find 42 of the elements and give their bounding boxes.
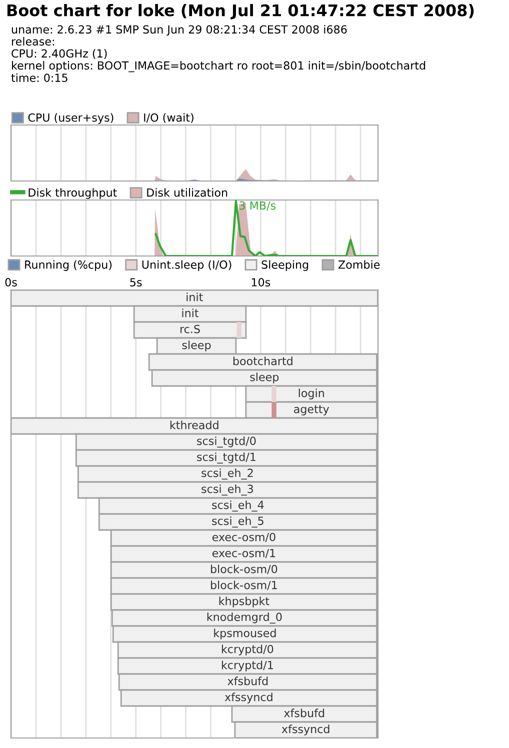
category-label: scsi_eh_4 xyxy=(212,500,264,512)
category-label: scsi_eh_2 xyxy=(202,468,253,480)
x-tick-label: 5s xyxy=(130,278,142,286)
category-label: sleep xyxy=(182,340,211,352)
category-label: xfsbufd xyxy=(228,676,268,686)
category-label: xfsbufd xyxy=(284,708,324,718)
category-label: xfssyncd xyxy=(282,724,330,736)
category-label: bootchartd xyxy=(233,356,292,366)
legend-label: Unint.sleep (I/O) xyxy=(142,260,232,271)
category-label: xfssyncd xyxy=(224,692,272,704)
legend-label: Running (%cpu) xyxy=(25,260,112,271)
category-label: scsi_eh_3 xyxy=(202,484,253,496)
legend-label: I/O (wait) xyxy=(144,113,194,124)
category-label: init xyxy=(186,292,203,302)
category-label: knodemgrd_0 xyxy=(207,612,282,624)
category-label: init xyxy=(182,308,199,318)
annotation: 3 MB/s xyxy=(240,201,276,211)
category-label: scsi_tgtd/0 xyxy=(197,436,256,448)
category-label: login xyxy=(298,388,324,400)
category-label: kpsmoused xyxy=(214,628,276,640)
chart-title: Boot chart for loke (Mon Jul 21 01:47:22 CEST 2008) xyxy=(7,4,474,20)
category-label: block-osm/0 xyxy=(210,564,278,574)
category-label: scsi_tgtd/1 xyxy=(197,452,256,464)
category-label: scsi_eh_5 xyxy=(212,516,264,528)
category-label: exec-osm/1 xyxy=(212,548,276,558)
category-label: kthreadd xyxy=(170,420,218,430)
x-tick-label: 0s xyxy=(5,278,17,286)
category-label: block-osm/1 xyxy=(210,580,277,590)
legend-label: Zombie xyxy=(338,260,380,269)
chart-subtitle: uname: 2.6.23 #1 SMP Sun Jun 29 08:21:34 CEST 2008 i686 release: CPU: 2.40GHz (1) kernel options: BOOT_IMAGE=bootchart ro root=801 init=/sbin/bootchartd time: 0:15 xyxy=(11,25,426,82)
legend-label: CPU (user+sys) xyxy=(28,113,114,124)
legend-label: Disk throughput xyxy=(28,188,117,199)
legend-label: Disk utilization xyxy=(147,188,228,197)
category-label: agetty xyxy=(294,405,329,416)
legend-label: Sleeping xyxy=(262,260,308,271)
category-label: exec-osm/0 xyxy=(212,532,276,542)
category-label: kcryptd/1 xyxy=(222,660,273,672)
x-tick-label: 10s xyxy=(252,278,270,286)
category-label: kcryptd/0 xyxy=(222,644,274,656)
category-label: rc.S xyxy=(180,324,200,334)
category-label: sleep xyxy=(250,372,279,384)
category-label: khpsbpkt xyxy=(219,596,270,608)
